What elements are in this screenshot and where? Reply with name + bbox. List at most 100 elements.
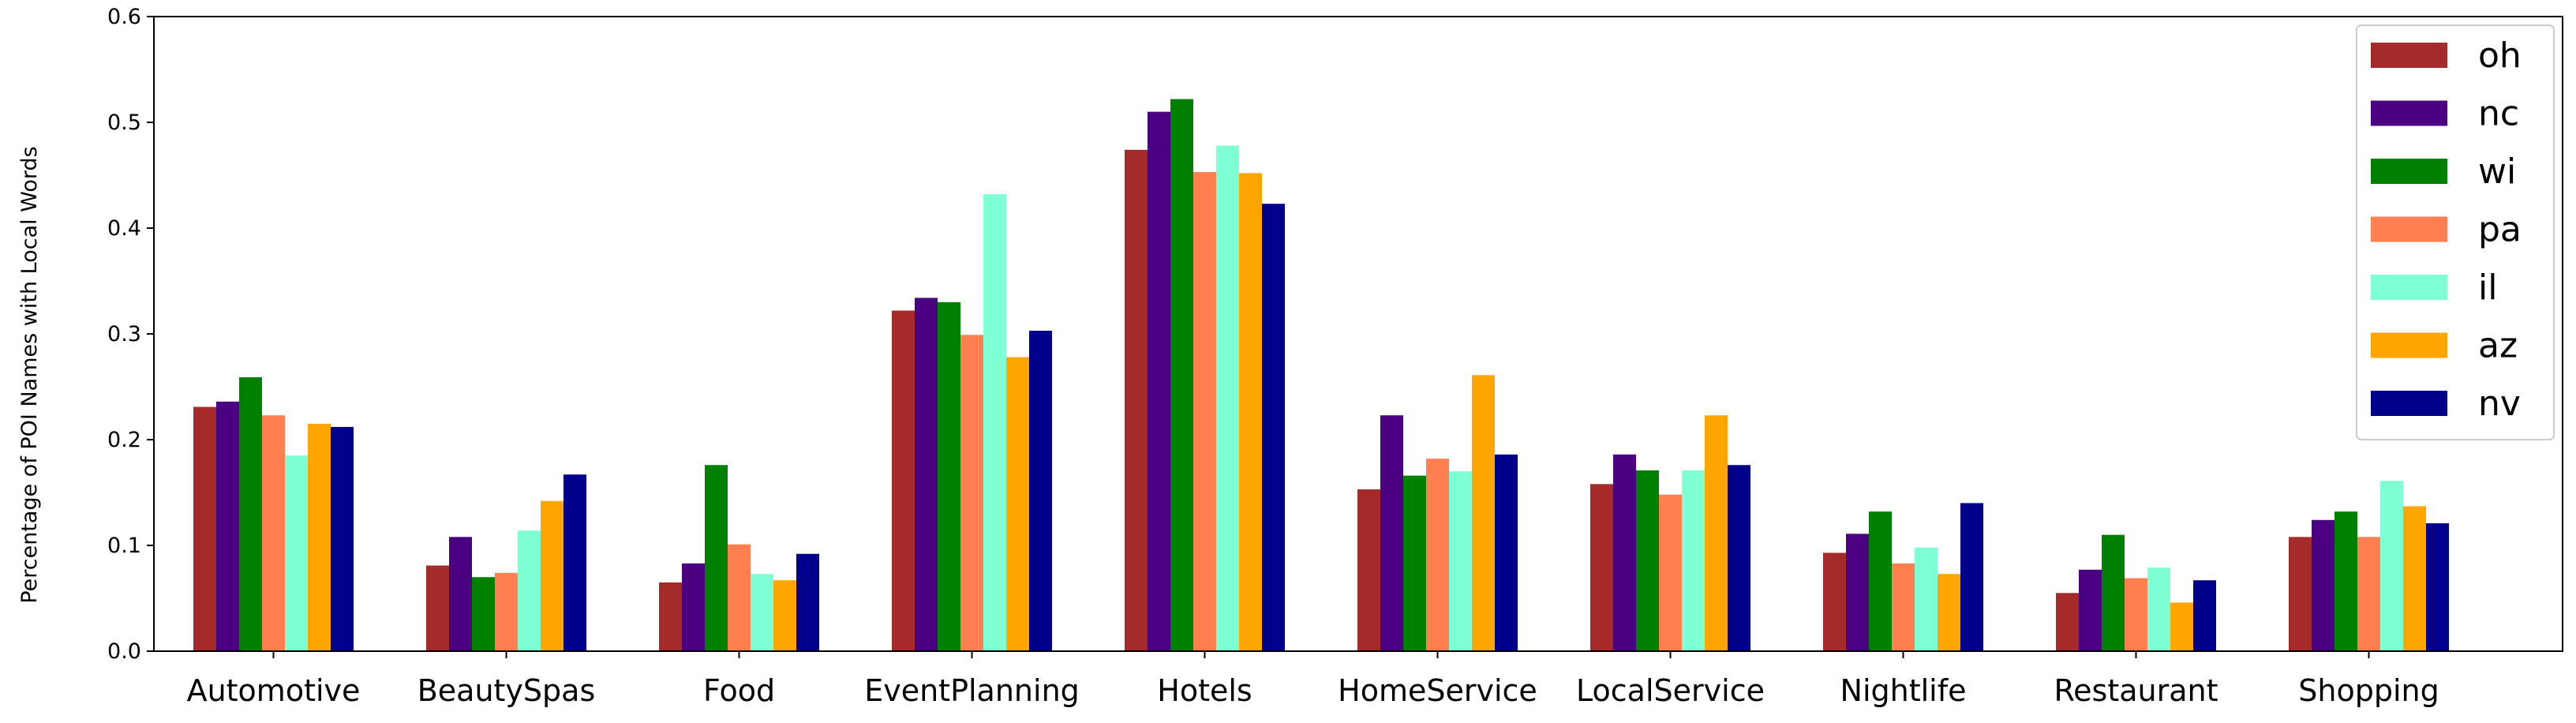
bar-il-Restaurant [2147, 568, 2170, 651]
bar-oh-BeautySpas [426, 565, 449, 651]
bar-oh-EventPlanning [892, 310, 915, 651]
bar-nv-Nightlife [1960, 503, 1983, 651]
bar-az-Restaurant [2170, 602, 2193, 651]
bar-il-Automotive [285, 455, 308, 651]
bar-il-Nightlife [1915, 547, 1938, 651]
bar-wi-HomeService [1403, 475, 1426, 651]
bar-pa-Hotels [1193, 172, 1216, 651]
legend-label-nc: nc [2478, 94, 2519, 134]
legend-swatch-pa [2371, 216, 2447, 242]
bar-nc-Nightlife [1846, 534, 1869, 651]
bar-az-Nightlife [1938, 574, 1960, 651]
bar-pa-Automotive [262, 415, 285, 651]
bar-oh-LocalService [1590, 484, 1613, 651]
legend-swatch-nc [2371, 100, 2447, 126]
bar-nv-Shopping [2426, 523, 2449, 651]
legend-label-nv: nv [2478, 384, 2521, 424]
bar-oh-Shopping [2289, 537, 2312, 651]
x-tick-label-BeautySpas: BeautySpas [417, 673, 596, 708]
bar-nc-Shopping [2312, 519, 2334, 651]
bar-az-EventPlanning [1006, 357, 1029, 651]
bar-wi-LocalService [1636, 470, 1659, 651]
bar-nc-Food [682, 563, 705, 651]
bar-il-Food [751, 574, 773, 651]
bar-nc-HomeService [1380, 415, 1403, 651]
y-tick-label: 0.2 [107, 428, 141, 452]
bar-pa-Shopping [2357, 537, 2380, 651]
bar-oh-Nightlife [1823, 553, 1846, 651]
bars-group [193, 99, 2449, 652]
bar-pa-Nightlife [1892, 563, 1915, 651]
bar-il-Shopping [2380, 481, 2403, 651]
bar-il-EventPlanning [983, 194, 1006, 652]
bar-nc-BeautySpas [449, 537, 472, 651]
y-tick-label: 0.0 [107, 639, 141, 664]
legend-label-pa: pa [2478, 210, 2522, 250]
bar-pa-LocalService [1659, 494, 1682, 651]
y-tick-label: 0.5 [107, 111, 141, 135]
legend-swatch-nv [2371, 391, 2447, 416]
legend-label-az: az [2478, 326, 2518, 366]
x-tick-label-Nightlife: Nightlife [1840, 673, 1967, 708]
legend-label-oh: oh [2478, 36, 2522, 76]
bar-pa-BeautySpas [495, 572, 518, 651]
x-tick-label-Automotive: Automotive [187, 673, 361, 708]
bar-oh-Food [659, 582, 682, 651]
x-tick-label-Hotels: Hotels [1157, 673, 1252, 708]
x-tick-label-HomeService: HomeService [1338, 673, 1537, 708]
bar-wi-BeautySpas [472, 577, 495, 651]
bar-az-LocalService [1705, 415, 1728, 651]
y-axis-label: Percentage of POI Names with Local Words [17, 146, 42, 603]
legend-swatch-az [2371, 332, 2447, 358]
bar-pa-HomeService [1426, 459, 1449, 651]
bar-il-HomeService [1449, 471, 1472, 651]
y-tick-label: 0.3 [107, 322, 141, 347]
x-tick-label-LocalService: LocalService [1576, 673, 1765, 708]
bar-nv-Food [796, 553, 819, 651]
bar-oh-Restaurant [2056, 593, 2079, 651]
bar-wi-Restaurant [2102, 534, 2125, 651]
bar-nc-EventPlanning [915, 298, 938, 651]
bar-nc-LocalService [1613, 454, 1636, 651]
x-axis: Automotive BeautySpas Food EventPlanning Hot… [187, 651, 2439, 708]
bar-nc-Restaurant [2079, 569, 2102, 651]
bar-az-Hotels [1239, 173, 1262, 652]
bar-nc-Hotels [1148, 111, 1170, 652]
bar-az-Automotive [308, 423, 331, 651]
bar-az-HomeService [1472, 375, 1495, 651]
y-axis: 0.0 0.1 0.2 0.3 0.4 0.5 0.6 [107, 5, 154, 664]
x-tick-label-EventPlanning: EventPlanning [864, 673, 1080, 708]
legend-swatch-wi [2371, 159, 2447, 184]
legend-label-il: il [2478, 268, 2497, 308]
bar-wi-Food [705, 465, 728, 651]
bar-nc-Automotive [216, 401, 239, 651]
legend-label-wi: wi [2478, 152, 2516, 192]
bar-pa-Restaurant [2125, 578, 2147, 651]
x-tick-label-Shopping: Shopping [2298, 673, 2439, 708]
y-tick-label: 0.4 [107, 216, 141, 241]
legend-swatch-oh [2371, 43, 2447, 68]
bar-wi-Shopping [2334, 511, 2357, 651]
bar-pa-EventPlanning [960, 335, 983, 651]
bar-nv-BeautySpas [564, 474, 586, 651]
bar-az-Shopping [2403, 506, 2426, 651]
bar-wi-Hotels [1170, 99, 1193, 651]
bar-il-Hotels [1216, 145, 1239, 651]
bar-il-BeautySpas [518, 530, 541, 651]
bar-wi-Automotive [239, 376, 262, 651]
y-tick-label: 0.1 [107, 534, 141, 558]
bar-nv-Hotels [1262, 204, 1285, 651]
bar-pa-Food [728, 544, 751, 651]
x-tick-label-Food: Food [703, 673, 775, 708]
bar-nv-HomeService [1495, 454, 1518, 651]
bar-wi-EventPlanning [938, 302, 960, 651]
bar-nv-LocalService [1728, 465, 1750, 651]
bar-il-LocalService [1682, 470, 1705, 651]
bar-nv-Restaurant [2193, 580, 2216, 651]
x-tick-label-Restaurant: Restaurant [2054, 673, 2218, 708]
bar-az-BeautySpas [541, 500, 564, 651]
bar-oh-HomeService [1357, 489, 1380, 651]
legend: oh nc wi pa il az nv [2356, 24, 2555, 440]
bar-nv-Automotive [331, 426, 354, 651]
